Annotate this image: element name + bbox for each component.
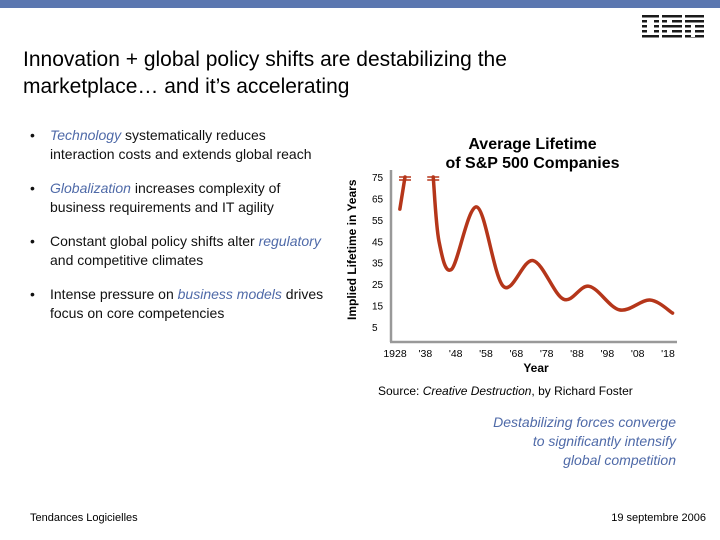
y-tick-label: 75 — [372, 173, 384, 184]
x-tick-label: '68 — [509, 348, 523, 360]
y-tick-label: 45 — [372, 237, 384, 248]
x-tick-label: '78 — [540, 348, 554, 360]
callout-line: to significantly intensify — [532, 433, 676, 449]
source-prefix: Source: — [378, 384, 423, 398]
bullet-text: drives focus on core competencies — [50, 286, 324, 321]
x-tick-label: '98 — [600, 348, 614, 360]
source-suffix: , by Richard Foster — [531, 384, 633, 398]
y-tick-label: 15 — [372, 302, 384, 313]
bullet-text: systematically reduces interaction costs… — [50, 127, 312, 162]
y-tick-label: 55 — [372, 216, 384, 227]
bullet-text: and competitive climates — [50, 252, 204, 268]
bullet-text: Intense pressure on — [50, 286, 178, 302]
callout-line: global competition — [563, 452, 676, 468]
source-title: Creative Destruction — [422, 384, 532, 398]
x-tick-label: '48 — [449, 348, 463, 360]
chart-title-line: Average Lifetime — [468, 136, 597, 153]
bullet-highlight: regulatory — [258, 233, 321, 249]
bullet-text: Constant global policy shifts alter — [50, 233, 259, 249]
footer-left: Tendances Logicielles — [30, 512, 138, 524]
y-tick-label: 35 — [372, 259, 384, 270]
bullet-policy: Constant global policy shifts alter regu… — [30, 232, 330, 270]
series-line — [398, 175, 407, 211]
footer-date: 19 septembre 2006 — [611, 512, 706, 524]
bullet-text: increases complexity of business require… — [50, 180, 281, 215]
x-axis-label: Year — [523, 361, 549, 375]
top-bar — [0, 0, 720, 8]
bullet-globalization: Globalization increases complexity of bu… — [30, 179, 330, 217]
x-tick-label: '08 — [631, 348, 645, 360]
callout-line: Destabilizing forces converge — [493, 414, 676, 430]
x-tick-label: '38 — [418, 348, 432, 360]
series-line — [431, 175, 675, 315]
x-tick-label: '58 — [479, 348, 493, 360]
source-note: Source: Creative Destruction, by Richard… — [378, 384, 633, 398]
callout: Destabilizing forces converge to signifi… — [493, 413, 676, 470]
slide-title: Innovation + global policy shifts are de… — [23, 48, 507, 98]
bullet-highlight: business models — [177, 286, 282, 302]
bullet-pressure: Intense pressure on business models driv… — [30, 285, 330, 323]
x-tick-label: '18 — [661, 348, 675, 360]
chart-title: Average Lifetime of S&P 500 Companies — [420, 135, 645, 173]
bullet-highlight: Technology — [50, 127, 122, 143]
bullet-technology: Technology systematically reduces intera… — [30, 126, 330, 164]
ibm-logo — [642, 15, 704, 41]
y-tick-label: 25 — [372, 280, 384, 291]
y-tick-label: 65 — [372, 194, 384, 205]
x-tick-label: 1928 — [383, 348, 407, 360]
bullet-list: Technology systematically reduces intera… — [30, 126, 330, 338]
bullet-highlight: Globalization — [50, 180, 131, 196]
x-tick-label: '88 — [570, 348, 584, 360]
y-tick-label: 5 — [372, 323, 378, 334]
chart-title-line: of S&P 500 Companies — [445, 155, 620, 172]
